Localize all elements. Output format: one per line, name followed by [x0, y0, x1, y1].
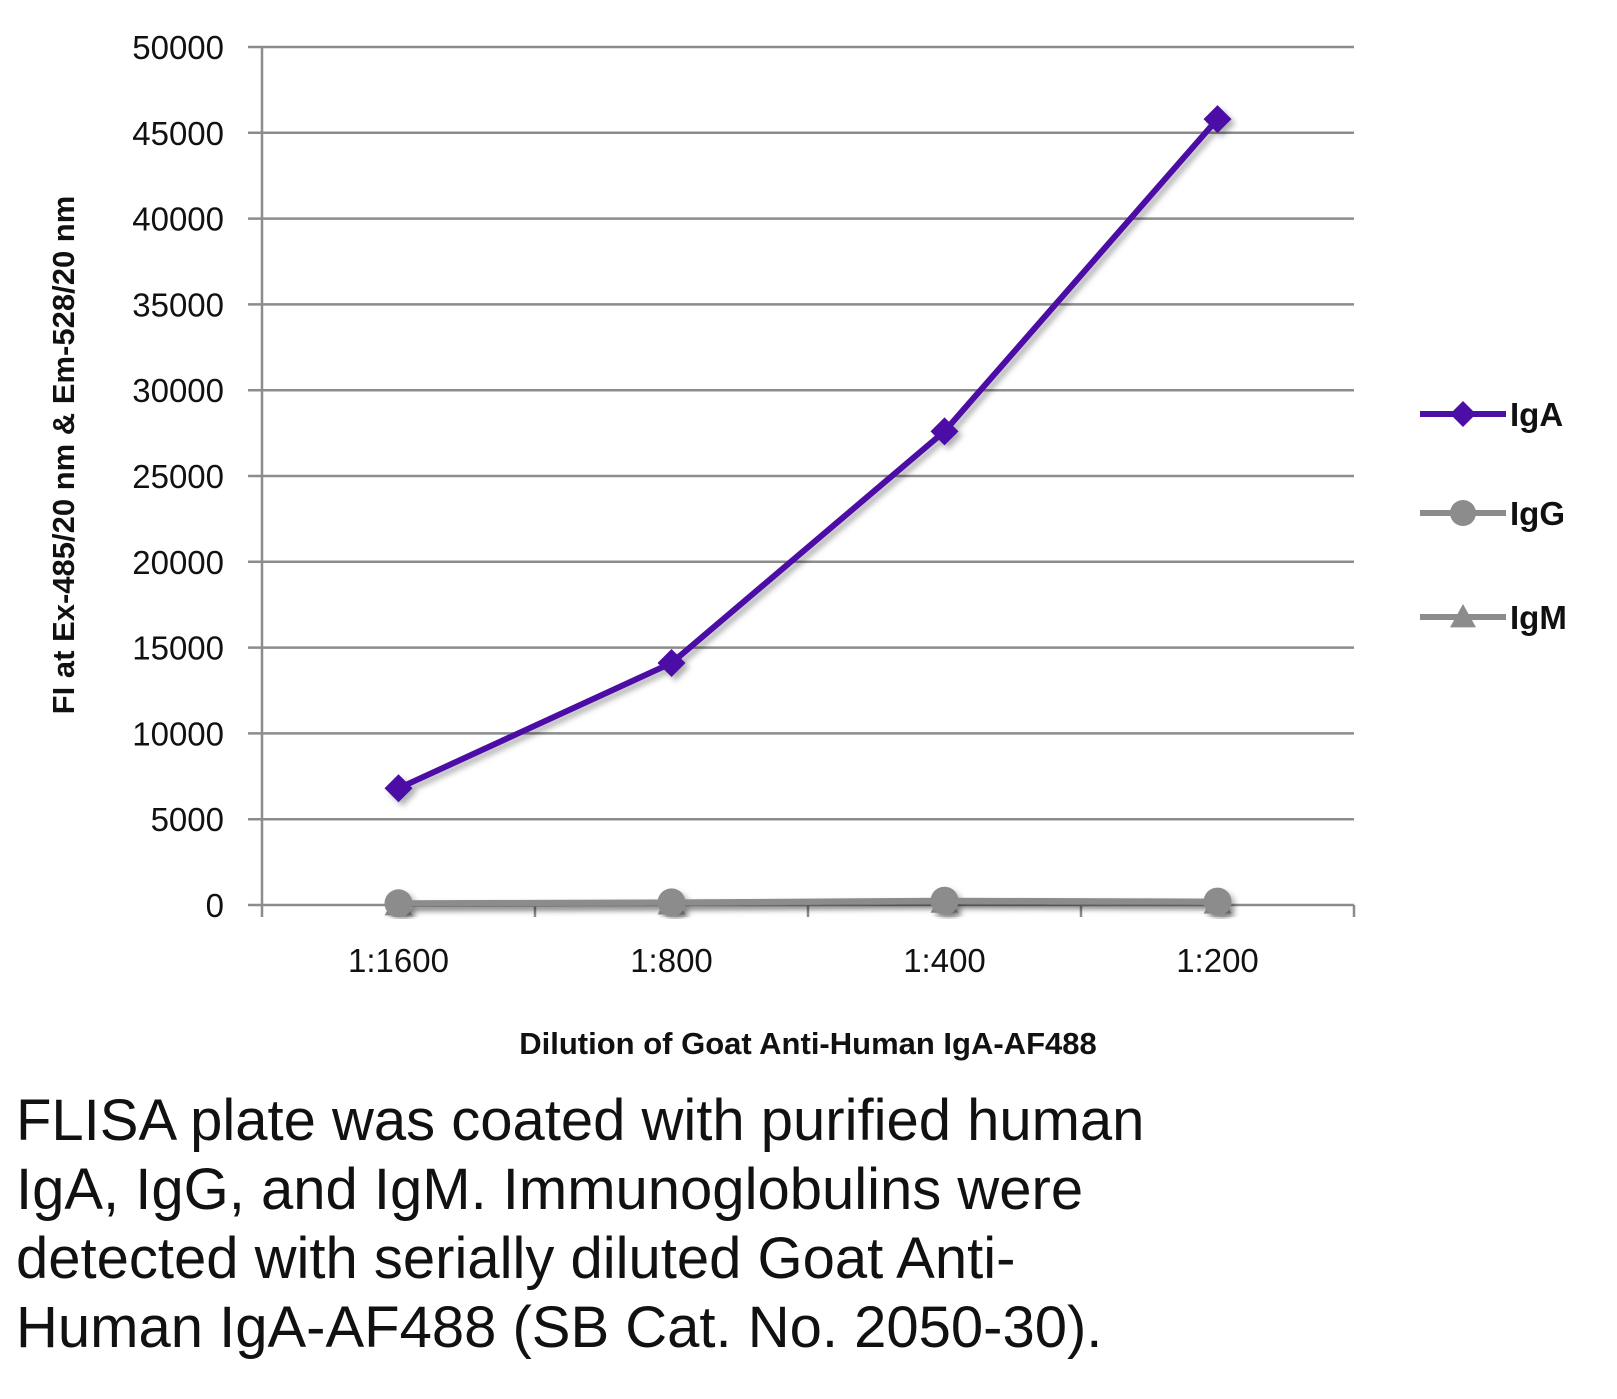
series-IgA — [384, 105, 1232, 803]
y-tick-label: 40000 — [132, 201, 224, 238]
circle-marker — [384, 889, 413, 918]
x-axis-title: Dilution of Goat Anti-Human IgA-AF488 — [519, 1026, 1096, 1061]
diamond-marker — [1450, 401, 1476, 427]
y-tick-label: 50000 — [132, 29, 224, 66]
gridlines — [248, 45, 1354, 907]
y-tick-label: 10000 — [132, 715, 224, 752]
legend: IgA IgG IgM — [1420, 396, 1567, 636]
circle-marker — [930, 886, 959, 915]
diamond-marker — [657, 649, 686, 678]
y-tick-label: 0 — [206, 887, 224, 924]
x-tick-label: 1:200 — [1176, 942, 1259, 979]
y-tick-label: 25000 — [132, 458, 224, 495]
legend-item-IgG: IgG — [1420, 495, 1565, 532]
x-axis-ticks: 1:1600 1:800 1:400 1:200 — [260, 905, 1356, 979]
legend-item-IgA: IgA — [1420, 396, 1563, 433]
line-chart: 0 5000 10000 15000 20000 25000 30000 35000 40000… — [46, 29, 1567, 1061]
caption-line: Human IgA-AF488 (SB Cat. No. 2050-30). — [16, 1295, 1103, 1360]
legend-label: IgA — [1510, 396, 1563, 433]
y-tick-label: 35000 — [132, 286, 224, 323]
y-tick-label: 45000 — [132, 115, 224, 152]
circle-marker — [1450, 500, 1476, 526]
y-tick-label: 30000 — [132, 372, 224, 409]
y-axis-ticks: 0 5000 10000 15000 20000 25000 30000 35000 40000… — [132, 29, 224, 924]
series-group — [384, 105, 1232, 918]
circle-marker — [657, 888, 686, 917]
legend-item-IgM: IgM — [1420, 599, 1567, 636]
y-tick-label: 15000 — [132, 630, 224, 667]
y-tick-label: 5000 — [151, 801, 224, 838]
triangle-marker — [1450, 604, 1476, 628]
diamond-marker — [930, 417, 959, 446]
x-tick-label: 1:1600 — [348, 942, 449, 979]
series-line-IgA — [397, 117, 1220, 792]
series-line-IgG — [398, 897, 1218, 907]
y-tick-label: 20000 — [132, 544, 224, 581]
caption-line: FLISA plate was coated with purified hum… — [16, 1088, 1145, 1153]
y-axis-title: FI at Ex-485/20 nm & Em-528/20 nm — [46, 196, 81, 715]
legend-label: IgM — [1510, 599, 1567, 636]
circle-marker — [1203, 887, 1232, 916]
caption-line: IgA, IgG, and IgM. Immunoglobulins were — [16, 1157, 1084, 1222]
diamond-marker — [384, 774, 413, 803]
caption-line: detected with serially diluted Goat Anti… — [16, 1226, 1016, 1291]
legend-label: IgG — [1510, 495, 1565, 532]
x-tick-label: 1:800 — [630, 942, 713, 979]
diamond-marker — [1203, 105, 1232, 134]
series-IgG — [384, 886, 1232, 918]
x-tick-label: 1:400 — [903, 942, 986, 979]
figure-caption: FLISA plate was coated with purified hum… — [16, 1086, 1576, 1362]
